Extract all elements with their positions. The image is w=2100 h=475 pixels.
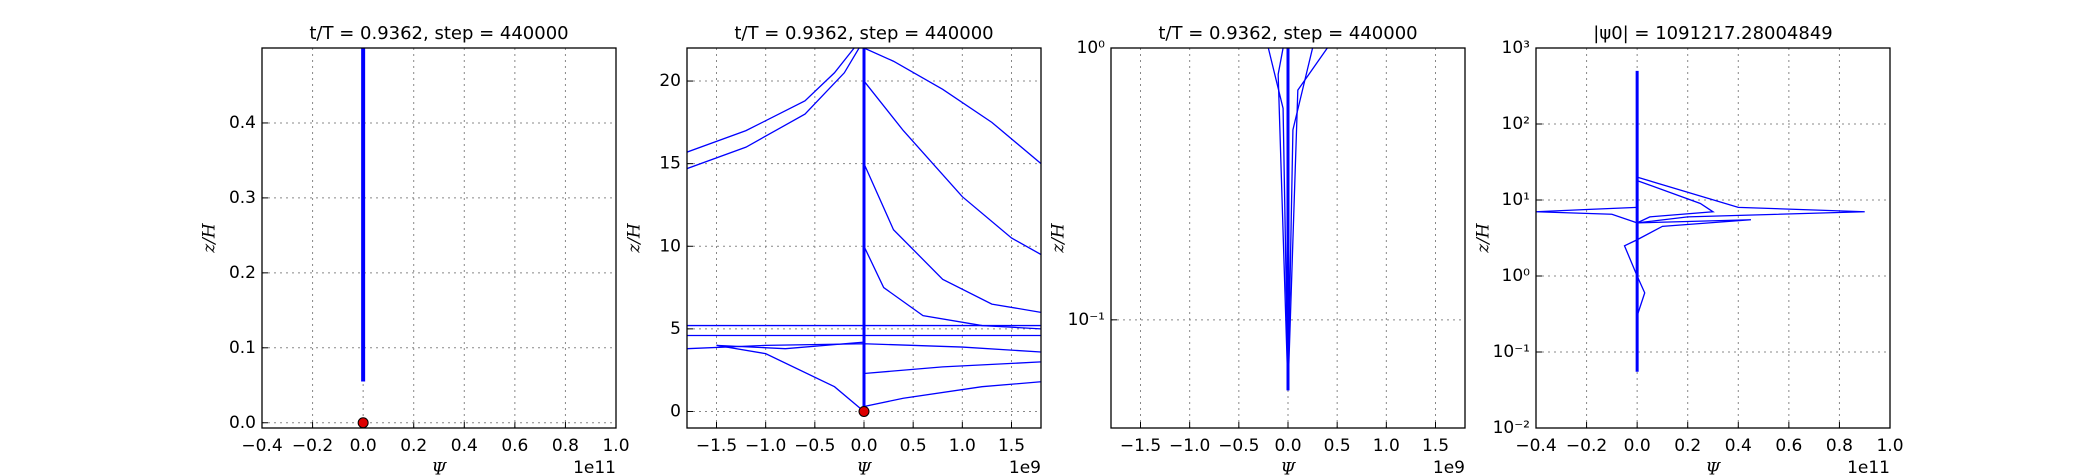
axes-frame bbox=[686, 47, 1042, 429]
y-tick-label: 0 bbox=[670, 401, 681, 421]
x-tick-label: 1.0 bbox=[1373, 436, 1400, 456]
plot-area bbox=[687, 48, 1041, 412]
plot-area bbox=[1536, 70, 1865, 372]
y-tick-label: 15 bbox=[659, 154, 681, 174]
x-tick-label: −0.2 bbox=[1566, 436, 1607, 456]
y-tick-label: 10⁻² bbox=[1493, 418, 1530, 438]
axes-frame bbox=[1535, 47, 1891, 429]
curve bbox=[1536, 206, 1638, 224]
y-tick-label: 0.2 bbox=[229, 263, 256, 283]
panel: −0.4 −0.2 0.0 0.2 0.4 0.6 0.8 1.0 0.0 0.1 0.2 0.3 0.… bbox=[200, 23, 630, 475]
x-tick-label: 1.5 bbox=[998, 436, 1025, 456]
panel: −1.5 −1.0 −0.5 0.0 0.5 1.0 1.5 10⁻¹ 10⁰ t/T = 0.9… bbox=[1049, 23, 1466, 475]
y-axis-label: z/H bbox=[625, 222, 645, 254]
x-tick-label: 0.4 bbox=[1725, 436, 1752, 456]
y-axis-label: z/H bbox=[200, 222, 220, 254]
chart-title: |ψ0| = 1091217.28004849 bbox=[1593, 23, 1832, 44]
y-tick-label: 10⁻¹ bbox=[1493, 342, 1530, 362]
x-axis-label: Ψ bbox=[1281, 460, 1297, 475]
x-axis-label: Ψ bbox=[857, 460, 873, 475]
y-axis-label: z/H bbox=[1049, 222, 1069, 254]
curve bbox=[1636, 179, 1715, 224]
y-axis-label: z/H bbox=[1474, 222, 1494, 254]
x-offset: 1e11 bbox=[573, 458, 616, 475]
curve bbox=[1287, 48, 1328, 391]
y-tick-label: 10⁰ bbox=[1502, 266, 1531, 286]
curve bbox=[1636, 219, 1751, 241]
x-tick-label: 0.5 bbox=[1324, 436, 1351, 456]
chart-title: t/T = 0.9362, step = 440000 bbox=[1158, 23, 1417, 44]
x-tick-label: 0.0 bbox=[350, 436, 377, 456]
chart-title: t/T = 0.9362, step = 440000 bbox=[309, 23, 568, 44]
y-tick-label: 0.0 bbox=[229, 413, 256, 433]
curve bbox=[863, 163, 1041, 313]
y-tick-label: 20 bbox=[659, 71, 681, 91]
y-tick-label: 0.4 bbox=[229, 113, 256, 133]
x-tick-label: 0.8 bbox=[1826, 436, 1853, 456]
x-tick-label: 1.0 bbox=[949, 436, 976, 456]
curve bbox=[1636, 176, 1865, 224]
curve bbox=[687, 48, 860, 170]
curve bbox=[863, 245, 1041, 330]
y-tick-label: 10 bbox=[659, 236, 681, 256]
x-tick-label: 1.0 bbox=[1876, 436, 1903, 456]
x-tick-label: −0.5 bbox=[1218, 436, 1259, 456]
x-tick-label: 0.2 bbox=[400, 436, 427, 456]
x-tick-label: −1.0 bbox=[1169, 436, 1210, 456]
x-tick-label: −0.2 bbox=[292, 436, 333, 456]
axes-frame bbox=[261, 47, 617, 429]
x-tick-label: 0.8 bbox=[552, 436, 579, 456]
y-tick-label: 0.3 bbox=[229, 188, 256, 208]
curve bbox=[863, 48, 1041, 165]
x-tick-label: 0.0 bbox=[1274, 436, 1301, 456]
x-tick-label: −0.5 bbox=[794, 436, 835, 456]
y-tick-label: 0.1 bbox=[229, 338, 256, 358]
x-tick-label: −0.4 bbox=[1515, 436, 1556, 456]
curve bbox=[863, 80, 1041, 256]
x-offset: 1e9 bbox=[1433, 458, 1465, 475]
x-tick-label: 0.0 bbox=[850, 436, 877, 456]
panel: −0.4 −0.2 0.0 0.2 0.4 0.6 0.8 1.0 10⁻² 10⁻¹ 10⁰ 10¹… bbox=[1474, 23, 1904, 475]
x-tick-label: 0.0 bbox=[1624, 436, 1651, 456]
x-axis-label: Ψ bbox=[1706, 460, 1722, 475]
y-tick-label: 10⁻¹ bbox=[1068, 310, 1105, 330]
x-tick-label: 1.5 bbox=[1422, 436, 1449, 456]
axes-frame bbox=[1110, 47, 1466, 429]
x-axis-label: Ψ bbox=[432, 460, 448, 475]
y-tick-label: 5 bbox=[670, 319, 681, 339]
y-tick-label: 10⁰ bbox=[1077, 38, 1106, 58]
x-tick-label: −1.5 bbox=[696, 436, 737, 456]
chart-title: t/T = 0.9362, step = 440000 bbox=[734, 23, 993, 44]
curve bbox=[863, 381, 1041, 408]
x-offset: 1e9 bbox=[1009, 458, 1041, 475]
panel: −1.5 −1.0 −0.5 0.0 0.5 1.0 1.5 0 5 10 15 20 t/T = 0.… bbox=[625, 23, 1042, 475]
x-offset: 1e11 bbox=[1847, 458, 1890, 475]
x-tick-label: 0.6 bbox=[501, 436, 528, 456]
x-tick-label: 0.6 bbox=[1775, 436, 1802, 456]
curve bbox=[1277, 48, 1289, 391]
curve bbox=[687, 48, 855, 153]
marker bbox=[357, 417, 369, 429]
curve bbox=[1623, 239, 1646, 316]
x-tick-label: 0.2 bbox=[1674, 436, 1701, 456]
x-tick-label: −0.4 bbox=[241, 436, 282, 456]
y-tick-label: 10³ bbox=[1502, 38, 1530, 58]
plot-area bbox=[1267, 48, 1328, 391]
y-tick-label: 10¹ bbox=[1502, 190, 1530, 210]
curve bbox=[716, 341, 865, 412]
x-tick-label: −1.5 bbox=[1120, 436, 1161, 456]
x-tick-label: 0.4 bbox=[451, 436, 478, 456]
x-tick-label: −1.0 bbox=[745, 436, 786, 456]
marker bbox=[858, 405, 870, 417]
x-tick-label: 1.0 bbox=[602, 436, 629, 456]
curve bbox=[1287, 48, 1314, 391]
x-tick-label: 0.5 bbox=[900, 436, 927, 456]
y-tick-label: 10² bbox=[1502, 114, 1530, 134]
curve bbox=[863, 361, 1041, 375]
curve bbox=[1267, 48, 1289, 391]
